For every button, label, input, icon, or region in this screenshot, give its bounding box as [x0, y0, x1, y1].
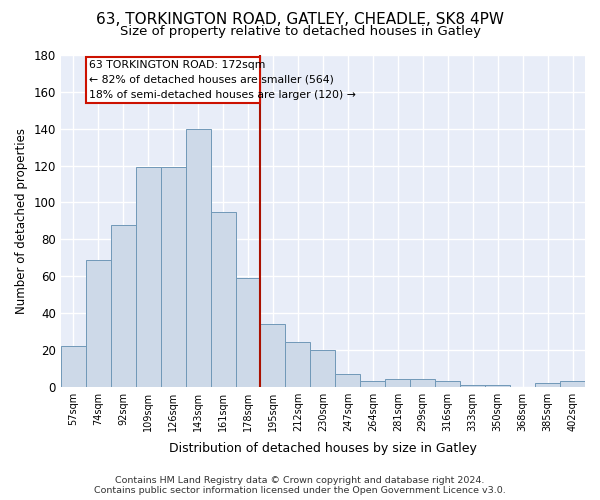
Bar	[61, 346, 86, 387]
Bar	[410, 380, 435, 386]
Bar	[385, 380, 410, 386]
Bar	[111, 224, 136, 386]
Text: Contains HM Land Registry data © Crown copyright and database right 2024.
Contai: Contains HM Land Registry data © Crown c…	[94, 476, 506, 495]
Text: 63, TORKINGTON ROAD, GATLEY, CHEADLE, SK8 4PW: 63, TORKINGTON ROAD, GATLEY, CHEADLE, SK…	[96, 12, 504, 28]
Y-axis label: Number of detached properties: Number of detached properties	[15, 128, 28, 314]
Bar	[435, 381, 460, 386]
Bar	[185, 128, 211, 386]
Text: Size of property relative to detached houses in Gatley: Size of property relative to detached ho…	[119, 25, 481, 38]
Bar	[86, 57, 260, 103]
Bar	[361, 381, 385, 386]
Text: 63 TORKINGTON ROAD: 172sqm
← 82% of detached houses are smaller (564)
18% of sem: 63 TORKINGTON ROAD: 172sqm ← 82% of deta…	[89, 60, 356, 100]
Bar	[211, 212, 236, 386]
Bar	[86, 260, 111, 386]
Bar	[335, 374, 361, 386]
Bar	[460, 385, 485, 386]
Bar	[310, 350, 335, 387]
Bar	[136, 168, 161, 386]
Bar	[260, 324, 286, 386]
X-axis label: Distribution of detached houses by size in Gatley: Distribution of detached houses by size …	[169, 442, 477, 455]
Bar	[560, 381, 585, 386]
Bar	[236, 278, 260, 386]
Bar	[286, 342, 310, 386]
Bar	[161, 168, 185, 386]
Bar	[485, 385, 510, 386]
Bar	[535, 383, 560, 386]
